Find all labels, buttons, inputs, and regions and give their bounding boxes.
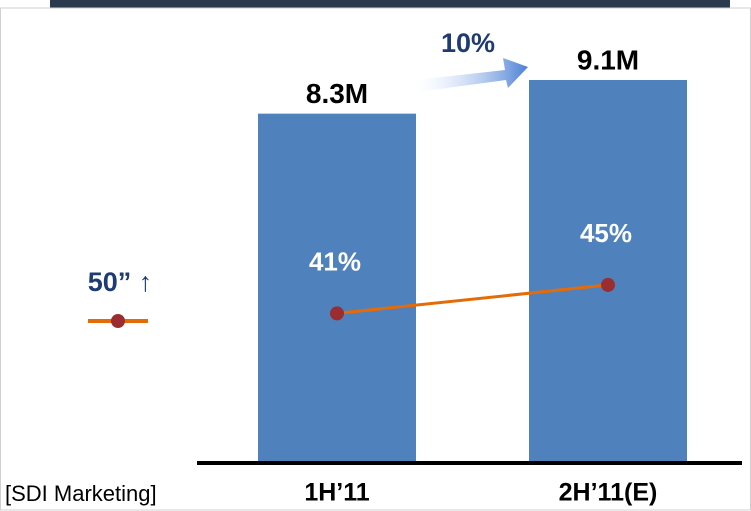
line-marker [601, 277, 615, 292]
line-value-label: 45% [580, 218, 632, 248]
share-line [336, 283, 609, 315]
line-value-label: 41% [309, 246, 361, 276]
annotation: 10% [441, 28, 495, 58]
line-marker [330, 306, 344, 321]
header-strip [50, 0, 730, 8]
bar [529, 79, 687, 464]
growth-arrow [415, 58, 528, 92]
legend-label: 50” ↑ [88, 267, 153, 297]
x-tick-label: 2H’11(E) [559, 479, 658, 507]
x-tick-label: 1H’11 [304, 479, 369, 507]
value-label: 9.1M [577, 44, 639, 75]
legend-marker [111, 314, 125, 328]
bar [258, 113, 416, 464]
source: [SDI Marketing] [5, 481, 157, 506]
value-label: 8.3M [306, 78, 368, 109]
